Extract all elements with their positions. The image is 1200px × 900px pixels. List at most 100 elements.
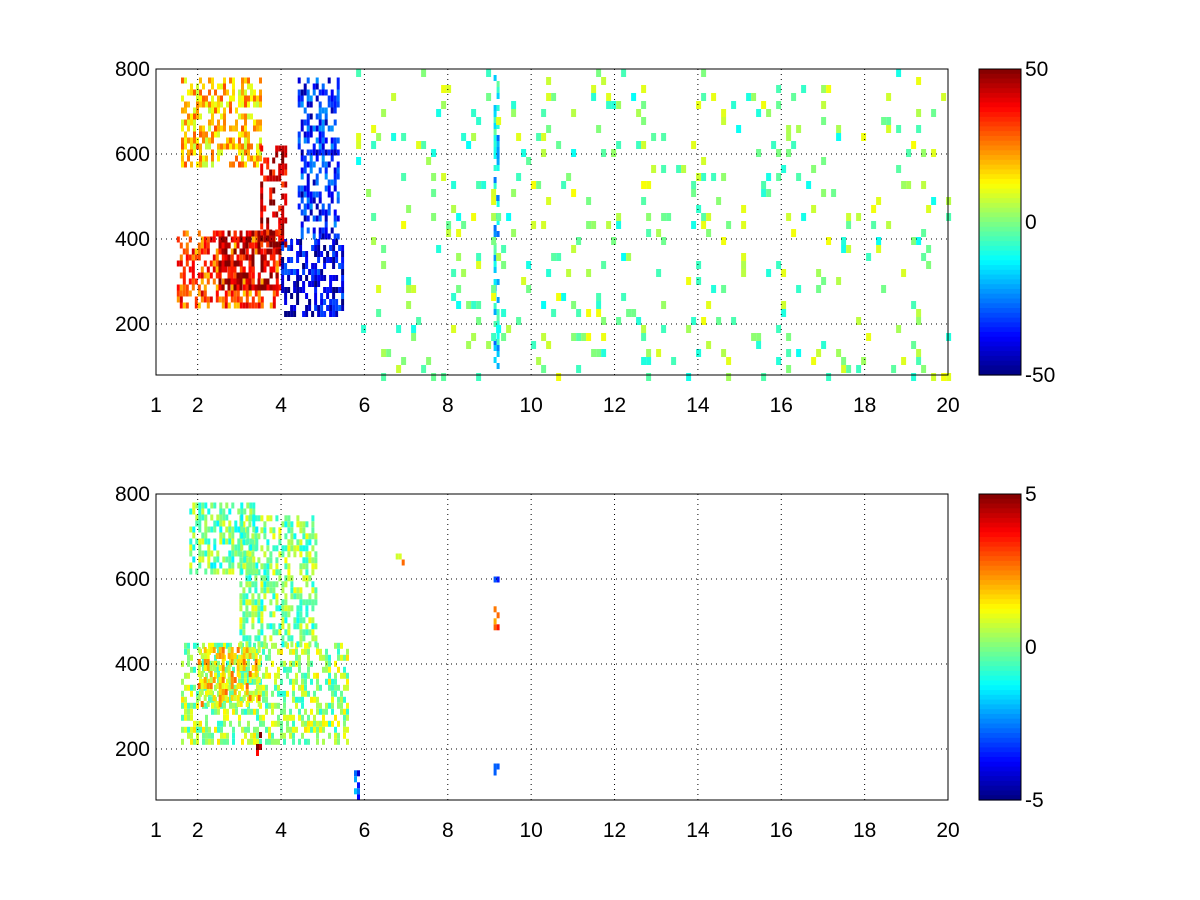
heatmap-cell — [300, 155, 304, 162]
heatmap-cell — [946, 373, 952, 381]
heatmap-cell — [493, 345, 497, 351]
heatmap-cell — [190, 654, 193, 661]
heatmap-cell — [256, 750, 259, 756]
heatmap-cell — [251, 242, 255, 249]
heatmap-cell — [311, 515, 315, 522]
y-tick-label: 600 — [115, 568, 150, 591]
heatmap-cell — [536, 133, 542, 141]
heatmap-cell — [193, 113, 196, 120]
heatmap-cell — [571, 301, 577, 309]
heatmap-cell — [221, 266, 225, 273]
heatmap-cell — [221, 653, 225, 659]
heatmap-cell — [278, 163, 282, 170]
heatmap-cell — [231, 550, 235, 557]
heatmap-cell — [254, 635, 258, 642]
heatmap-cell — [309, 167, 313, 174]
heatmap-cell — [227, 266, 231, 273]
colorbar-segment — [979, 718, 1021, 725]
heatmap-cell — [203, 683, 207, 689]
colorbar-segment — [979, 288, 1021, 295]
heatmap-cell — [202, 666, 205, 673]
heatmap-cell — [305, 605, 309, 612]
heatmap-cell — [208, 125, 211, 132]
heatmap-cell — [300, 197, 304, 204]
heatmap-cell — [272, 175, 276, 182]
heatmap-cell — [696, 349, 702, 357]
heatmap-cell — [289, 708, 292, 715]
heatmap-cell — [321, 131, 325, 138]
heatmap-cell — [493, 225, 497, 231]
colorbar-segment — [979, 269, 1021, 276]
heatmap-cell — [260, 587, 264, 594]
heatmap-cell — [281, 587, 285, 594]
heatmap-cell — [272, 248, 276, 255]
heatmap-cell — [493, 135, 497, 141]
heatmap-cell — [269, 175, 273, 182]
heatmap-cell — [245, 575, 249, 582]
heatmap-cell — [255, 526, 259, 533]
heatmap-cell — [185, 302, 189, 309]
heatmap-cell — [338, 287, 342, 293]
heatmap-cell — [326, 251, 330, 257]
heatmap-cell — [561, 293, 567, 301]
heatmap-cell — [284, 287, 288, 293]
heatmap-cell — [330, 95, 334, 102]
colorbar-segment — [979, 522, 1021, 529]
x-tick-label: 10 — [519, 394, 542, 417]
heatmap-cell — [244, 708, 247, 715]
heatmap-cell — [205, 137, 208, 144]
heatmap-cell — [496, 159, 500, 165]
heatmap-cell — [233, 689, 237, 695]
heatmap-cell — [230, 290, 234, 297]
heatmap-cell — [761, 189, 767, 197]
heatmap-cell — [246, 538, 250, 545]
heatmap-cell — [451, 269, 457, 277]
heatmap-cell — [211, 107, 214, 114]
heatmap-cell — [334, 660, 337, 667]
heatmap-cell — [260, 266, 264, 273]
heatmap-cell — [601, 77, 607, 85]
heatmap-cell — [244, 678, 247, 685]
heatmap-cell — [185, 230, 189, 237]
heatmap-cell — [193, 143, 196, 150]
heatmap-cell — [290, 257, 294, 263]
heatmap-cell — [333, 149, 337, 156]
heatmap-cell — [241, 155, 244, 162]
heatmap-cell — [305, 557, 309, 564]
heatmap-cell — [337, 738, 340, 745]
colorbar-segment — [979, 327, 1021, 333]
heatmap-cell — [248, 230, 252, 237]
heatmap-cell — [287, 611, 291, 618]
heatmap-cell — [596, 69, 602, 77]
heatmap-cell — [202, 660, 205, 667]
heatmap-cell — [230, 248, 234, 255]
heatmap-cell — [292, 720, 295, 727]
heatmap-cell — [228, 556, 232, 563]
heatmap-cell — [250, 708, 253, 715]
heatmap-cell — [203, 695, 207, 701]
heatmap-cell — [259, 149, 262, 156]
heatmap-cell — [262, 684, 265, 691]
heatmap-cell — [206, 242, 210, 249]
heatmap-cell — [232, 89, 235, 96]
colorbar-segment — [979, 69, 1021, 75]
heatmap-cell — [248, 284, 252, 291]
heatmap-cell — [254, 533, 258, 540]
colorbar-segment — [979, 647, 1021, 653]
heatmap-cell — [237, 544, 241, 551]
heatmap-cell — [280, 708, 283, 715]
heatmap-cell — [701, 173, 707, 181]
heatmap-cell — [451, 293, 457, 301]
heatmap-cell — [182, 290, 186, 297]
heatmap-cell — [233, 266, 237, 273]
heatmap-cell — [286, 642, 289, 649]
heatmap-cell — [269, 302, 273, 309]
heatmap-cell — [241, 125, 244, 132]
heatmap-cell — [260, 187, 264, 194]
heatmap-cell — [190, 666, 193, 673]
heatmap-cell — [436, 109, 442, 117]
heatmap-cell — [314, 263, 318, 269]
heatmap-cell — [187, 654, 190, 661]
heatmap-cell — [208, 89, 211, 96]
heatmap-cell — [263, 229, 267, 236]
